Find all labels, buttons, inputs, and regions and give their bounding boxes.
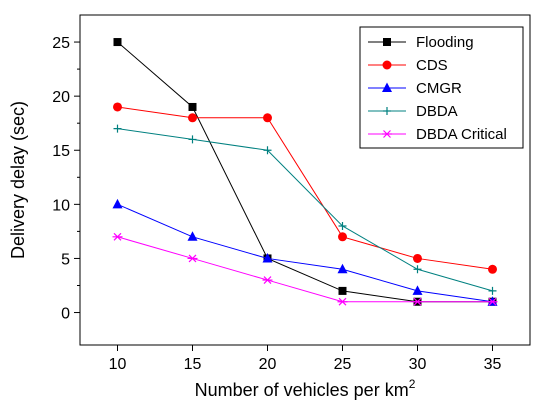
data-point	[413, 265, 422, 274]
data-point	[263, 113, 272, 123]
data-point	[338, 232, 347, 242]
x-tick-label: 15	[184, 356, 202, 373]
x-axis-title: Number of vehicles per km2	[195, 377, 416, 400]
data-point	[113, 124, 122, 133]
data-point	[488, 264, 497, 274]
series-layer	[112, 38, 498, 306]
x-tick-label: 30	[409, 356, 427, 373]
series-line	[117, 106, 493, 270]
y-tick-label: 5	[61, 251, 70, 268]
y-tick-label: 15	[52, 143, 70, 160]
data-point	[412, 285, 423, 295]
series-line	[117, 203, 493, 303]
legend-item: DBDA Critical	[368, 126, 507, 143]
y-tick-label: 10	[52, 197, 70, 214]
data-point	[412, 297, 423, 306]
data-point	[188, 102, 197, 111]
legend-label: CDS	[416, 57, 448, 74]
legend-item: CDS	[368, 57, 448, 74]
x-tick-label: 10	[109, 356, 127, 373]
data-point	[187, 254, 198, 263]
data-point	[113, 102, 122, 112]
x-axis-title-superscript: 2	[409, 377, 416, 391]
data-point	[338, 221, 347, 230]
x-tick-label: 20	[259, 356, 277, 373]
y-axis-title: Delivery delay (sec)	[8, 101, 28, 259]
data-point	[337, 263, 348, 274]
series-line	[117, 128, 493, 292]
data-point	[487, 297, 498, 306]
series-cds	[113, 102, 497, 274]
legend-item: CMGR	[368, 80, 462, 97]
data-point	[112, 232, 123, 241]
x-tick-label: 25	[334, 356, 352, 373]
data-point	[113, 38, 122, 47]
legend-marker	[382, 82, 392, 92]
legend-label: DBDA	[416, 103, 458, 120]
data-point	[262, 252, 273, 263]
data-point	[337, 297, 348, 306]
legend-label: CMGR	[416, 80, 462, 97]
series-dbda	[113, 124, 497, 295]
data-point	[413, 253, 422, 263]
legend-label: Flooding	[416, 34, 474, 51]
series-cmgr	[112, 198, 498, 306]
y-tick-label: 25	[52, 35, 70, 52]
legend-marker	[382, 130, 392, 138]
legend-marker	[382, 60, 392, 70]
legend-marker	[383, 38, 391, 46]
series-dbda-critical	[112, 232, 498, 306]
x-tick-label: 35	[484, 356, 502, 373]
ticks-layer: 10 15 20 25 30 35 0 5 10 15 20 25	[52, 35, 501, 373]
data-point	[112, 198, 123, 209]
legend-item: DBDA	[368, 103, 458, 120]
y-tick-label: 0	[61, 306, 70, 323]
legend-marker	[383, 107, 391, 115]
legend-label: DBDA Critical	[416, 126, 507, 143]
legend-item: Flooding	[368, 34, 474, 51]
y-tick-label: 20	[52, 89, 70, 106]
data-point	[188, 113, 197, 123]
data-point	[262, 276, 273, 285]
legend: Flooding CDS CMGR DBDA DBDA Critical	[359, 26, 524, 149]
data-point	[488, 286, 497, 295]
series-line	[117, 236, 493, 303]
x-axis-title-main: Number of vehicles per km	[195, 380, 409, 400]
data-point	[338, 286, 347, 295]
plot-frame	[79, 14, 531, 346]
data-point	[187, 231, 198, 241]
data-point	[263, 146, 272, 155]
data-point	[188, 135, 197, 144]
